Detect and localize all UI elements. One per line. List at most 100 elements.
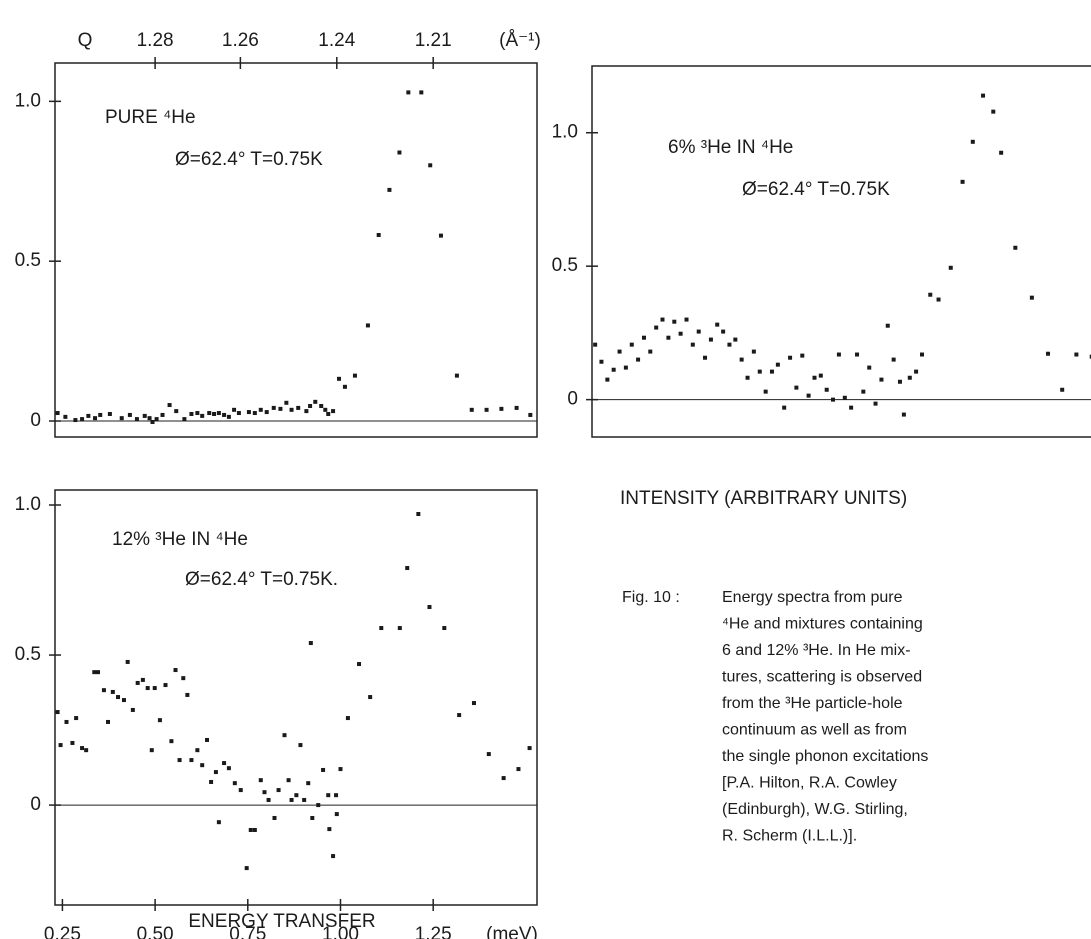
data-point: [751, 349, 756, 354]
data-point: [209, 779, 214, 784]
data-point: [326, 411, 331, 416]
data-point: [703, 355, 708, 360]
data-point: [769, 369, 774, 374]
caption-line: Energy spectra from pure: [722, 589, 903, 606]
x2-tick-label: 1.24: [318, 30, 355, 51]
data-point: [629, 342, 634, 347]
data-point: [238, 788, 243, 793]
y-tick-label: 0.5: [15, 644, 41, 665]
data-point: [142, 413, 147, 418]
data-point: [258, 407, 263, 412]
data-point: [232, 781, 237, 786]
data-point: [836, 352, 841, 357]
data-point: [213, 770, 218, 775]
data-point: [948, 265, 953, 270]
annotation: 6% ³He IN ⁴He: [668, 137, 793, 158]
data-point: [708, 337, 713, 342]
data-point: [879, 377, 884, 382]
data-point: [454, 373, 459, 378]
y-tick-label: 1.0: [15, 494, 41, 515]
x2-tick-label: 1.21: [415, 30, 452, 51]
data-point: [313, 399, 318, 404]
data-point: [106, 719, 111, 724]
data-point: [763, 389, 768, 394]
data-point: [334, 793, 339, 798]
data-point: [999, 150, 1004, 155]
data-point: [684, 317, 689, 322]
x2-tick-label: 1.28: [137, 30, 174, 51]
caption-line: R. Scherm (I.L.L.)].: [722, 828, 857, 845]
data-point: [181, 676, 186, 681]
data-point: [342, 384, 347, 389]
plot-frame: [591, 65, 1091, 438]
data-point: [516, 767, 521, 772]
data-point: [331, 409, 336, 414]
data-point: [782, 405, 787, 410]
data-point: [222, 412, 227, 417]
data-point: [438, 233, 443, 238]
data-point: [282, 733, 287, 738]
plot-frame: [54, 489, 538, 906]
data-point: [654, 325, 659, 330]
data-point: [337, 376, 342, 381]
data-point: [442, 626, 447, 631]
annotation: Ø=62.4° T=0.75K: [175, 149, 323, 170]
data-point: [1074, 352, 1079, 357]
data-point: [648, 349, 653, 354]
data-point: [397, 626, 402, 631]
caption-line: (Edinburgh), W.G. Stirling,: [722, 801, 908, 818]
data-point: [125, 659, 130, 664]
data-point: [182, 417, 187, 422]
data-point: [119, 416, 124, 421]
data-point: [236, 411, 241, 416]
data-point: [345, 716, 350, 721]
data-point: [636, 357, 641, 362]
data-point: [110, 689, 115, 694]
caption-line: [P.A. Hilton, R.A. Cowley: [722, 775, 897, 792]
data-point: [611, 367, 616, 372]
y-tick-label: 0.5: [15, 250, 41, 271]
x-tick-label: 1.00: [322, 924, 359, 939]
data-point: [379, 626, 384, 631]
data-point: [739, 357, 744, 362]
data-point: [244, 866, 249, 871]
data-point: [232, 407, 237, 412]
data-point: [140, 677, 145, 682]
data-point: [326, 793, 331, 798]
data-point: [1089, 354, 1091, 359]
data-point: [185, 692, 190, 697]
caption-line: tures, scattering is observed: [722, 669, 922, 686]
data-point: [98, 412, 103, 417]
data-point: [189, 411, 194, 416]
plot-frame: [54, 62, 538, 438]
data-point: [150, 419, 155, 424]
caption-line: 6 and 12% ³He. In He mix-: [722, 642, 911, 659]
data-point: [405, 566, 410, 571]
data-point: [690, 342, 695, 347]
data-point: [873, 401, 878, 406]
data-point: [195, 411, 200, 416]
data-point: [1060, 387, 1065, 392]
data-point: [365, 323, 370, 328]
data-point: [200, 413, 205, 418]
x-tick-label: 0.25: [44, 924, 81, 939]
data-point: [757, 369, 762, 374]
x-axis-label: ENERGY TRANSFER: [188, 911, 375, 932]
data-point: [842, 395, 847, 400]
x-unit: (meV): [486, 924, 538, 939]
data-point: [147, 416, 152, 421]
data-point: [258, 778, 263, 783]
data-point: [135, 680, 140, 685]
data-point: [794, 385, 799, 390]
data-point: [189, 758, 194, 763]
data-point: [271, 405, 276, 410]
data-point: [246, 410, 251, 415]
data-point: [101, 688, 106, 693]
data-point: [605, 377, 610, 382]
caption-line: ⁴He and mixtures containing: [722, 616, 923, 633]
data-point: [788, 355, 793, 360]
caption-line: the single phonon excitations: [722, 748, 928, 765]
data-point: [92, 670, 97, 675]
data-point: [310, 815, 315, 820]
